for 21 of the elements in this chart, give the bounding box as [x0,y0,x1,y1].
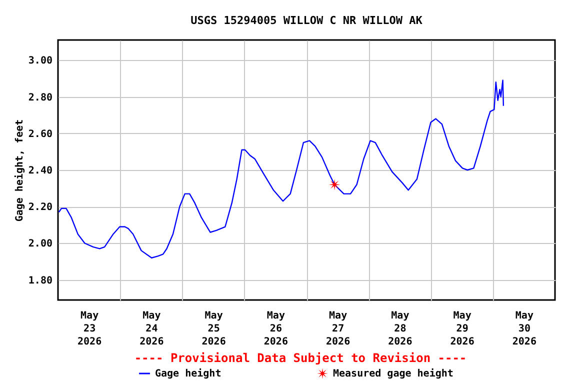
chart-title: USGS 15294005 WILLOW C NR WILLOW AK [190,14,423,27]
y-tick-label: 2.20 [28,202,52,214]
x-tick-label: May 24 2026 [140,310,164,348]
y-tick-label: 2.40 [28,166,52,176]
text: ---- Provisional Data Subject to Revision ---- [134,351,467,365]
x-tick-label: May 30 2026 [512,310,536,348]
y-tick-label: 2.80 [28,92,52,104]
legend-label: Gage height [155,368,222,380]
x-tick-label: May 23 2026 [78,310,102,348]
legend-label: Measured gage height [333,368,454,380]
x-tick-label: May 28 2026 [388,310,412,348]
line-series [58,80,504,258]
x-tick-label: May 29 2026 [450,310,474,348]
y-tick-label: 1.80 [28,275,52,286]
x-tick-label: May 26 2026 [264,310,288,348]
x-tick-label: May 27 2026 [326,310,350,348]
y-axis-title: Gage height, feet [13,119,26,222]
y-tick-label: 3.00 [28,56,52,67]
y-tick-label: 2.00 [28,238,52,250]
y-tick-label: 2.60 [28,128,52,140]
x-tick-label: May 25 2026 [202,310,226,348]
